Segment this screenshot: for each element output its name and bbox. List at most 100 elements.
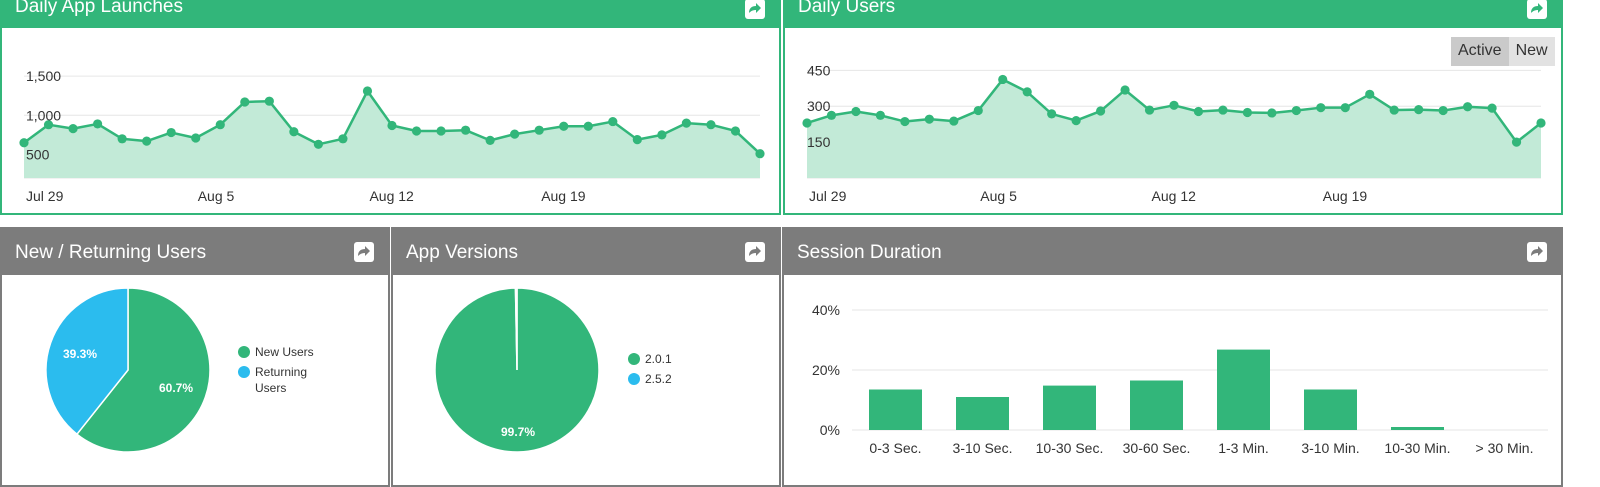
y-tick-label: 150 [807, 134, 831, 150]
legend-label: 2.5.2 [645, 372, 672, 386]
legend-label: 2.0.1 [645, 352, 672, 366]
data-point [387, 120, 397, 131]
data-point [826, 110, 837, 120]
data-point [1511, 137, 1522, 147]
data-point [973, 105, 983, 116]
data-point [485, 135, 495, 145]
x-tick-label: Aug 12 [1152, 188, 1197, 204]
data-point [632, 134, 642, 145]
data-point [461, 125, 471, 135]
data-point [583, 121, 593, 131]
data-point [166, 127, 176, 138]
daily-launches-chart: 500 1,000 1,500 Jul 29 Aug 5 Aug 12 Aug 19 [19, 68, 765, 204]
legend-marker [238, 346, 250, 358]
data-point [19, 138, 29, 148]
data-point [1267, 108, 1277, 118]
daily-launches-panel: Daily App Launches 500 1,000 1,500 Jul 29 Au… [0, 0, 781, 215]
data-point [1047, 109, 1057, 119]
data-point [240, 97, 250, 107]
data-point [191, 133, 201, 143]
legend-marker [628, 373, 640, 385]
data-point [313, 139, 323, 149]
daily-users-chart: 150 300 450 Jul 29 Aug 5 Aug 12 Aug 19 [802, 62, 1546, 204]
toggle-active-button[interactable]: Active [1451, 37, 1509, 66]
data-point [802, 118, 812, 128]
share-icon[interactable] [1526, 241, 1548, 263]
data-point [706, 120, 716, 130]
new-returning-header: New / Returning Users [2, 229, 388, 275]
data-point [1438, 105, 1448, 116]
data-point [338, 134, 348, 144]
data-point [1242, 107, 1252, 118]
data-point [608, 116, 618, 127]
x-tick-label: Aug 12 [369, 188, 414, 204]
pie-slice-label: 60.7% [159, 381, 193, 395]
data-point [43, 120, 54, 130]
x-tick-label: 10-30 Min. [1384, 440, 1450, 456]
share-icon[interactable] [744, 241, 766, 263]
x-tick-label: > 30 Min. [1476, 440, 1534, 456]
pie-slice-label: 99.7% [501, 425, 535, 439]
data-point [559, 121, 569, 131]
data-point [875, 110, 885, 120]
x-tick-label: Aug 19 [1323, 188, 1368, 204]
data-point [289, 127, 299, 137]
data-point [755, 149, 765, 159]
daily-launches-header: Daily App Launches [2, 0, 779, 28]
data-point [657, 130, 667, 140]
data-point [900, 116, 910, 127]
y-tick-label: 20% [812, 362, 840, 378]
app-versions-title: App Versions [406, 242, 518, 263]
bar [1304, 389, 1357, 430]
pie-slice [75, 287, 211, 453]
data-point [93, 119, 103, 129]
data-point [534, 125, 544, 135]
y-tick-label: 40% [812, 302, 840, 318]
data-point [510, 129, 520, 139]
x-tick-label: Aug 5 [198, 188, 235, 204]
legend-marker [628, 353, 640, 365]
share-icon[interactable] [353, 241, 375, 263]
data-point [998, 74, 1008, 85]
app-versions-panel: App Versions 99.7% 2.0.1 2.5.2 [391, 227, 781, 487]
x-tick-label: 3-10 Min. [1301, 440, 1359, 456]
data-point [681, 118, 692, 128]
x-tick-label: Aug 19 [541, 188, 586, 204]
x-tick-label: Jul 29 [26, 188, 64, 204]
y-tick-label: 300 [807, 98, 831, 114]
app-versions-pie: 99.7% 2.0.1 2.5.2 [434, 287, 672, 453]
data-point [851, 106, 861, 117]
bar [1217, 349, 1270, 430]
data-point [1169, 100, 1179, 110]
data-point [1218, 105, 1228, 115]
bar [1391, 427, 1444, 430]
new-returning-title: New / Returning Users [15, 242, 207, 263]
pie-slice-label: 39.3% [63, 347, 97, 361]
daily-launches-title: Daily App Launches [15, 0, 183, 17]
legend-label-line: Returning [255, 365, 307, 379]
toggle-new-button[interactable]: New [1508, 37, 1555, 66]
new-returning-panel: New / Returning Users 60.7% 39.3% New User… [0, 227, 390, 487]
x-tick-label: 10-30 Sec. [1036, 440, 1104, 456]
pie-slice [45, 287, 129, 436]
data-point [1487, 103, 1497, 113]
data-point [924, 114, 934, 124]
x-tick-label: Jul 29 [809, 188, 847, 204]
app-versions-header: App Versions [393, 229, 779, 275]
y-tick-label: 500 [26, 146, 50, 162]
data-point [1463, 102, 1473, 112]
bar [956, 397, 1009, 430]
area-fill [807, 79, 1541, 178]
data-point [1193, 106, 1204, 117]
data-point [1144, 105, 1155, 115]
share-icon[interactable] [744, 0, 766, 20]
data-point [1340, 103, 1350, 113]
pie-slice [514, 287, 518, 371]
share-icon[interactable] [1526, 0, 1548, 20]
data-point [1536, 118, 1546, 128]
data-point [1316, 103, 1326, 113]
data-point [215, 120, 225, 130]
y-tick-label: 1,000 [26, 107, 61, 123]
data-point [68, 124, 78, 134]
data-point [436, 126, 446, 136]
